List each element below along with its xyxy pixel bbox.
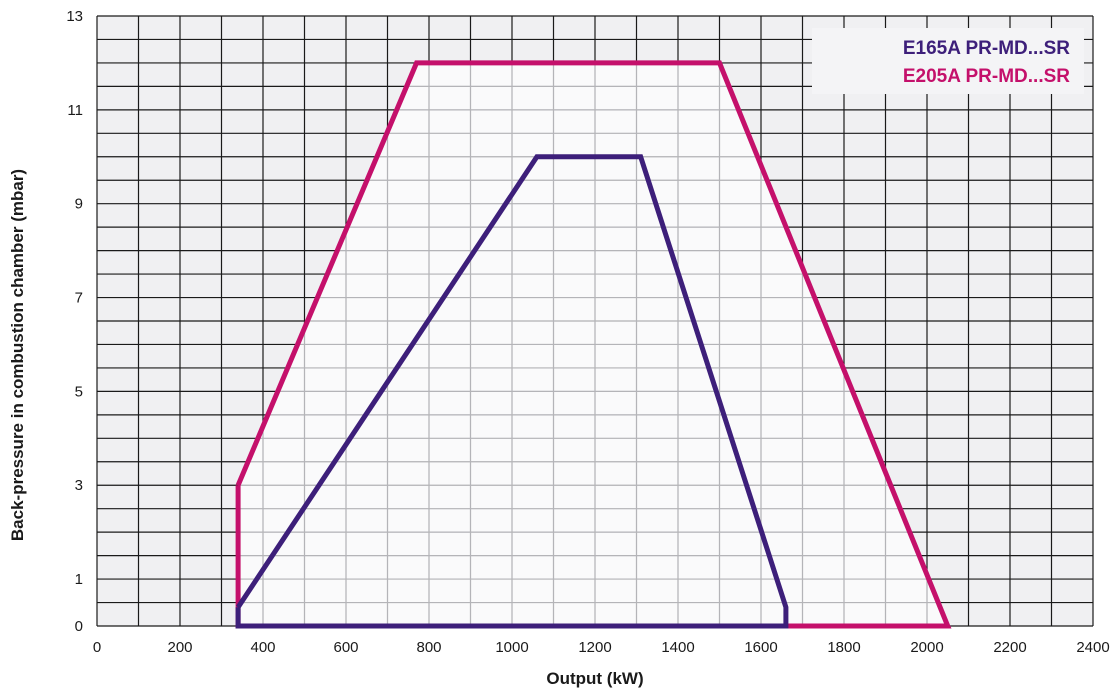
y-tick-label: 7 [75, 290, 83, 307]
y-tick-label: 13 [66, 8, 83, 25]
x-tick-label: 200 [167, 639, 192, 656]
x-axis-title: Output (kW) [546, 669, 643, 688]
series-lines [235, 60, 952, 629]
series-line-0 [235, 154, 789, 629]
x-tick-label: 2000 [910, 639, 943, 656]
series-line-1 [235, 60, 952, 629]
x-tick-label: 1000 [495, 639, 528, 656]
legend-entry-1: E205A PR-MD...SR [903, 66, 1070, 87]
y-axis-title: Back-pressure in combustion chamber (mba… [8, 169, 27, 541]
x-tick-label: 600 [333, 639, 358, 656]
x-tick-label: 0 [93, 639, 101, 656]
y-tick-label: 5 [75, 383, 83, 400]
legend-box [812, 28, 1084, 94]
x-tick-label: 400 [250, 639, 275, 656]
y-tick-label: 0 [75, 618, 83, 635]
x-tick-label: 1400 [661, 639, 694, 656]
y-tick-label: 3 [75, 477, 83, 494]
y-tick-label: 1 [75, 571, 83, 588]
y-tick-label: 9 [75, 196, 83, 213]
x-tick-label: 2400 [1076, 639, 1109, 656]
x-tick-label: 1600 [744, 639, 777, 656]
x-axis-ticks: 0 200 400 600 800 1000 1200 1400 1600 1800 2000 220… [93, 639, 1110, 656]
x-tick-label: 1800 [827, 639, 860, 656]
x-tick-label: 1200 [578, 639, 611, 656]
y-tick-label: 11 [67, 102, 83, 119]
legend-entry-0: E165A PR-MD...SR [903, 38, 1070, 59]
x-tick-label: 800 [416, 639, 441, 656]
x-tick-label: 2200 [993, 639, 1026, 656]
